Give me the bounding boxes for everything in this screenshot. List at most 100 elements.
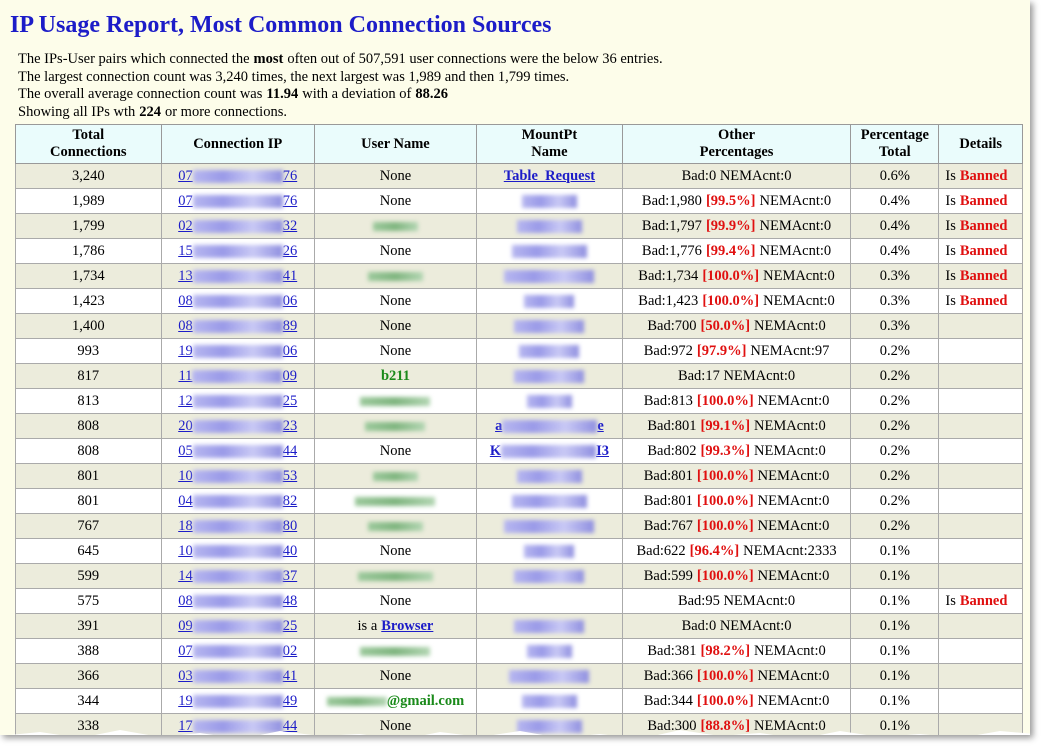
ip-link[interactable]: 10 40: [178, 543, 297, 559]
usage-table: Total Connections Connection IP User Name Mo…: [15, 124, 1023, 735]
other-text: NEMAcnt:0: [754, 642, 826, 659]
cell: [313, 388, 478, 414]
ip-link[interactable]: 07 76: [178, 193, 297, 209]
table-row: 813 12 25 Bad:813 [100.0%] NEMAcnt:0 0.2%: [15, 388, 1023, 414]
banned-flag: Banned: [959, 267, 1008, 284]
ip-link[interactable]: 03 41: [178, 668, 297, 684]
percentage-total: 0.2%: [879, 417, 910, 434]
ip-link[interactable]: 20 23: [178, 418, 297, 434]
cell: 388: [15, 638, 162, 664]
details-is: Is: [945, 267, 956, 284]
cell: None: [313, 538, 478, 564]
percentage-total: 0.2%: [879, 442, 910, 459]
ip-end: 25: [282, 392, 298, 409]
cell: 09 25: [160, 613, 315, 639]
header-text: Connections: [50, 144, 127, 160]
cell: is a Browser: [313, 613, 478, 639]
intro-text: The overall average connection count was: [18, 86, 263, 102]
header-text: Details: [959, 135, 1003, 152]
cell: Table_Request: [476, 163, 623, 189]
cell: [938, 513, 1023, 539]
ip-link[interactable]: 12 25: [178, 393, 297, 409]
ip-link[interactable]: 08 06: [178, 293, 297, 309]
cell: 04 82: [160, 488, 315, 514]
cell: 13 41: [160, 263, 315, 289]
percentage-total: 0.2%: [879, 342, 910, 359]
cell: 0.1%: [850, 713, 940, 735]
ip-link[interactable]: 09 25: [178, 618, 297, 634]
ip-start: 07: [178, 642, 193, 659]
ip-redacted: [192, 494, 283, 508]
cell: 993: [15, 338, 162, 364]
ip-link[interactable]: 13 41: [178, 268, 297, 284]
column-header: User Name: [313, 124, 478, 164]
ip-redacted: [192, 719, 283, 733]
cell: 11 09: [160, 363, 315, 389]
ip-start: 18: [178, 517, 193, 534]
cell: K I3: [476, 438, 623, 464]
mount-link[interactable]: Table_Request: [503, 167, 596, 184]
table-row: 3,240 07 76 None Table_Request Bad:0 NEMAcnt:…: [15, 163, 1023, 189]
ip-link[interactable]: 17 44: [178, 718, 297, 734]
banned-flag: Banned: [959, 292, 1008, 309]
ip-link[interactable]: 15 26: [178, 243, 297, 259]
header-text: Total: [72, 127, 105, 143]
total-connections: 1,734: [71, 267, 105, 284]
ip-link[interactable]: 19 06: [178, 343, 297, 359]
cell: [938, 338, 1023, 364]
ip-link[interactable]: 02 32: [178, 218, 297, 234]
ip-start: 09: [178, 617, 193, 634]
ip-link[interactable]: 08 48: [178, 593, 297, 609]
cell: 645: [15, 538, 162, 564]
table-row: 388 07 02 Bad:381 [98.2%] NEMAcnt:0 0.1%: [15, 638, 1023, 664]
ip-redacted: [192, 194, 283, 208]
ip-link[interactable]: 19 49: [178, 693, 297, 709]
ip-redacted: [192, 269, 283, 283]
ip-link[interactable]: 07 02: [178, 643, 297, 659]
mount-redacted: [511, 494, 587, 508]
table-row: 1,423 08 06 None Bad:1,423 [100.0%] NEMAcnt:0 0…: [15, 288, 1023, 314]
cell: 18 80: [160, 513, 315, 539]
ip-end: 76: [282, 192, 298, 209]
intro-text: or more connections.: [164, 103, 287, 120]
ip-link[interactable]: 04 82: [178, 493, 297, 509]
cell: 0.2%: [850, 338, 940, 364]
ip-link[interactable]: 14 37: [178, 568, 297, 584]
column-header: Details: [938, 124, 1023, 164]
ip-link[interactable]: 11 09: [178, 368, 296, 384]
cell: [476, 713, 623, 735]
percentage-total: 0.4%: [879, 217, 910, 234]
ip-link[interactable]: 08 89: [178, 318, 297, 334]
cell: Is Banned: [938, 163, 1023, 189]
ip-start: 05: [178, 442, 193, 459]
percentage-total: 0.1%: [879, 692, 910, 709]
other-text: NEMAcnt:0: [757, 392, 830, 409]
ip-link[interactable]: 18 80: [178, 518, 297, 534]
cell: Bad:700 [50.0%] NEMAcnt:0: [621, 313, 852, 339]
user-none: None: [379, 717, 412, 734]
ip-end: 06: [282, 342, 298, 359]
ip-link[interactable]: 10 53: [178, 468, 297, 484]
ip-link[interactable]: 07 76: [178, 168, 297, 184]
percentage-total: 0.1%: [879, 642, 910, 659]
cell: 0.2%: [850, 513, 940, 539]
header-text: Other: [718, 127, 756, 143]
bad-percent: [99.4%]: [705, 242, 756, 259]
user-none: None: [379, 317, 412, 334]
other-text: NEMAcnt:0: [757, 467, 830, 484]
mount-link[interactable]: K I3: [490, 443, 609, 459]
browser-link[interactable]: Browser: [381, 617, 434, 634]
mount-redacted: [504, 269, 595, 283]
ip-link[interactable]: 05 44: [178, 443, 297, 459]
other-text: Bad:95 NEMAcnt:0: [677, 592, 796, 609]
cell: None: [313, 288, 478, 314]
torn-edge: [10, 730, 1030, 735]
intro-text: The largest connection count was 3,240 t…: [18, 68, 570, 85]
mount-redacted: [514, 319, 585, 333]
percentage-total: 0.2%: [879, 517, 910, 534]
other-text: Bad:17 NEMAcnt:0: [677, 367, 796, 384]
mount-redacted: [516, 719, 582, 733]
percentage-total: 0.1%: [879, 592, 910, 609]
other-text: NEMAcnt:0: [754, 717, 826, 734]
